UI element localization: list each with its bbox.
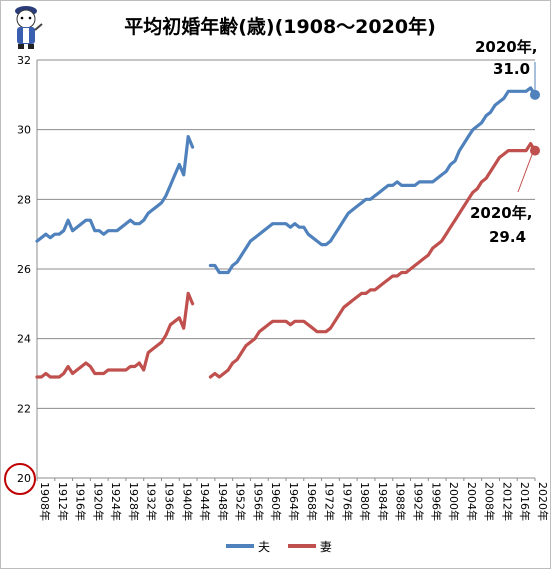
x-tick-label: 1912年 <box>56 482 70 521</box>
series-line-husband <box>208 86 537 275</box>
x-tick-label: 1988年 <box>394 482 408 521</box>
x-tick-label: 1908年 <box>38 482 52 521</box>
x-tick-label: 1916年 <box>74 482 88 521</box>
x-tick-label: 1968年 <box>305 482 319 521</box>
x-tick-label: 1972年 <box>323 482 337 521</box>
endpoint-marker-wife <box>530 145 540 156</box>
series-line-wife <box>208 142 537 379</box>
y-tick-label: 26 <box>17 263 31 276</box>
annotation-wife-line2: 29.4 <box>489 228 526 246</box>
x-tick-label: 1928年 <box>127 482 141 521</box>
x-tick-label: 1936年 <box>163 482 177 521</box>
annotation-husband-line1: 2020年, <box>475 38 537 56</box>
y-axis-ticks: 20 22 24 26 28 30 32 <box>4 54 36 495</box>
annotation-leader-wife <box>517 154 533 193</box>
y-tick-highlight-circle <box>4 463 36 495</box>
y-tick-label: 20 <box>17 472 31 485</box>
x-axis-ticks: 1908年 1912年 1916年 1920年 1924年 1928年 1932年 1936年… <box>36 478 550 521</box>
legend: 夫 妻 <box>226 537 346 555</box>
x-tick-label: 1944年 <box>198 482 212 521</box>
legend-item-wife: 妻 <box>287 538 332 555</box>
x-tick-label: 2020年 <box>536 482 550 521</box>
y-tick-label: 30 <box>17 124 31 137</box>
gridlines <box>36 59 535 479</box>
x-tick-label: 2000年 <box>447 482 461 521</box>
legend-label-wife: 妻 <box>319 539 332 554</box>
y-tick-label: 22 <box>17 402 31 415</box>
annotations: 2020年, 31.0 2020年, 29.4 <box>470 38 540 246</box>
x-tick-label: 1984年 <box>376 482 390 521</box>
x-tick-label: 1920年 <box>91 482 105 521</box>
x-tick-label: 2012年 <box>500 482 514 521</box>
x-tick-label: 2004年 <box>465 482 479 521</box>
annotation-husband-line2: 31.0 <box>493 60 530 78</box>
x-tick-label: 1964年 <box>287 482 301 521</box>
y-tick-label: 32 <box>17 54 31 67</box>
x-tick-label: 1932年 <box>145 482 159 521</box>
x-tick-label: 1948年 <box>216 482 230 521</box>
annotation-wife-line1: 2020年, <box>470 204 532 222</box>
series-lines <box>35 86 537 379</box>
legend-swatch-wife <box>287 544 316 548</box>
legend-item-husband: 夫 <box>226 538 270 555</box>
x-tick-label: 1980年 <box>358 482 372 521</box>
x-tick-label: 1940年 <box>180 482 194 521</box>
x-tick-label: 1952年 <box>234 482 248 521</box>
x-tick-label: 1976年 <box>340 482 354 521</box>
x-tick-label: 2016年 <box>518 482 532 521</box>
series-line-husband <box>35 135 195 243</box>
chart-title: 平均初婚年齢(歳)(1908〜2020年) <box>124 16 436 38</box>
series-line-wife <box>35 291 195 379</box>
x-tick-label: 1996年 <box>429 482 443 521</box>
y-tick-label: 24 <box>17 333 31 346</box>
x-tick-label: 1956年 <box>251 482 265 521</box>
x-tick-label: 2008年 <box>483 482 497 521</box>
x-tick-label: 1960年 <box>269 482 283 521</box>
x-tick-label: 1992年 <box>412 482 426 521</box>
legend-label-husband: 夫 <box>258 539 271 554</box>
mascot-logo <box>15 6 43 49</box>
legend-swatch-husband <box>226 544 254 548</box>
x-tick-label: 1924年 <box>109 482 123 521</box>
y-tick-label: 28 <box>17 193 31 206</box>
